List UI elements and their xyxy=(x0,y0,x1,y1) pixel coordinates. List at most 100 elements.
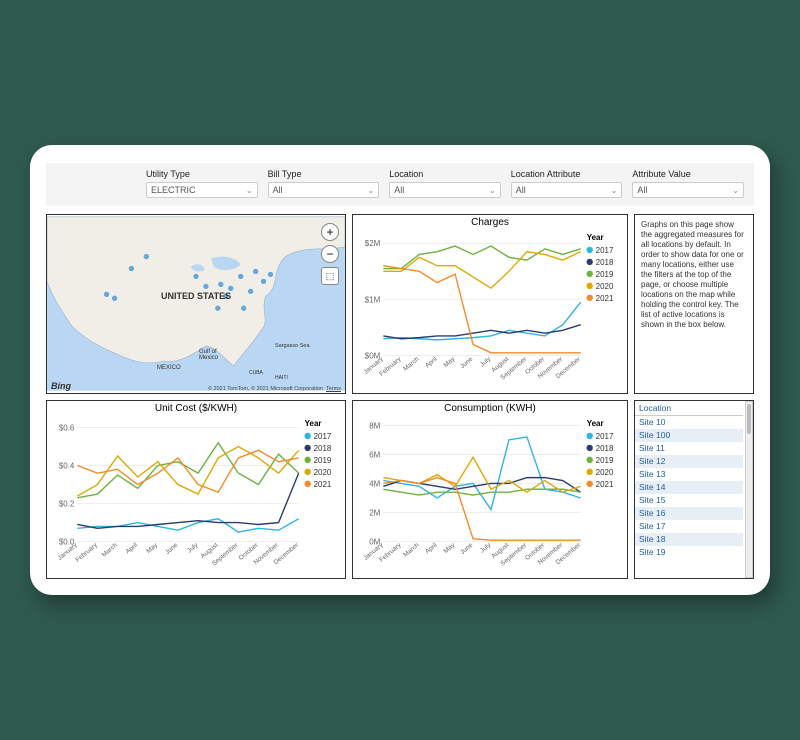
svg-text:$0.4: $0.4 xyxy=(59,461,75,470)
svg-text:2020: 2020 xyxy=(596,467,614,476)
location-list-item[interactable]: Site 17 xyxy=(635,520,743,533)
svg-text:Year: Year xyxy=(587,233,604,242)
dashboard-card: Utility Type ELECTRIC ⌄ Bill Type All ⌄ … xyxy=(30,145,770,595)
map-label-sargasso: Sargasso Sea xyxy=(275,343,310,349)
location-list-item[interactable]: Site 18 xyxy=(635,533,743,546)
svg-text:2019: 2019 xyxy=(596,270,614,279)
svg-text:2020: 2020 xyxy=(314,467,332,476)
svg-text:2018: 2018 xyxy=(314,443,332,452)
filter-value: All xyxy=(637,185,647,195)
svg-text:May: May xyxy=(443,541,457,555)
chart-title: Unit Cost ($/KWH) xyxy=(47,401,345,414)
filter-location: Location All ⌄ xyxy=(389,169,501,198)
location-list-item[interactable]: Site 13 xyxy=(635,468,743,481)
location-list-item[interactable]: Site 100 xyxy=(635,429,743,442)
chevron-down-icon: ⌄ xyxy=(367,186,374,195)
filter-select-location-attribute[interactable]: All ⌄ xyxy=(511,182,623,198)
svg-text:2018: 2018 xyxy=(596,443,614,452)
filter-select-location[interactable]: All ⌄ xyxy=(389,182,501,198)
svg-text:2017: 2017 xyxy=(596,246,614,255)
svg-text:2021: 2021 xyxy=(596,294,614,303)
svg-text:2020: 2020 xyxy=(596,282,614,291)
svg-text:2021: 2021 xyxy=(314,479,332,488)
chevron-down-icon: ⌄ xyxy=(611,186,618,195)
chart-title: Consumption (KWH) xyxy=(353,401,627,414)
svg-text:2018: 2018 xyxy=(596,258,614,267)
filter-value: All xyxy=(516,185,526,195)
bing-logo: Bing xyxy=(51,381,71,391)
svg-text:2021: 2021 xyxy=(596,479,614,488)
dashboard-grid: + − ⬚ UNITED STATES MEXICO CUBA HAITI Gu… xyxy=(46,214,754,579)
svg-text:2019: 2019 xyxy=(596,455,614,464)
filter-label: Location Attribute xyxy=(511,169,623,179)
svg-text:June: June xyxy=(459,356,475,371)
consumption-tile: Consumption (KWH) 0M2M4M6M8MJanuaryFebru… xyxy=(352,400,628,580)
filter-value: ELECTRIC xyxy=(151,185,196,195)
svg-text:Year: Year xyxy=(305,418,322,427)
svg-text:March: March xyxy=(101,541,120,558)
filter-select-bill-type[interactable]: All ⌄ xyxy=(268,182,380,198)
chevron-down-icon: ⌄ xyxy=(732,186,739,195)
unit-cost-chart: $0.0$0.2$0.4$0.6JanuaryFebruaryMarchApri… xyxy=(47,414,345,578)
location-list-header: Location xyxy=(635,401,743,416)
location-list-item[interactable]: Site 10 xyxy=(635,416,743,429)
svg-text:April: April xyxy=(424,541,438,555)
map-label-haiti: HAITI xyxy=(275,375,288,381)
location-list-item[interactable]: Site 14 xyxy=(635,481,743,494)
map-label-mexico: MEXICO xyxy=(157,365,181,371)
location-list-tile: LocationSite 10Site 100Site 11Site 12Sit… xyxy=(634,400,754,580)
filter-label: Utility Type xyxy=(146,169,258,179)
svg-text:May: May xyxy=(145,541,159,555)
map-reset-button[interactable]: ⬚ xyxy=(321,267,339,285)
svg-text:$1M: $1M xyxy=(365,295,381,304)
scrollbar-thumb[interactable] xyxy=(747,404,751,434)
svg-text:February: February xyxy=(74,541,99,563)
filter-value: All xyxy=(394,185,404,195)
svg-text:July: July xyxy=(186,541,200,554)
location-list-item[interactable]: Site 11 xyxy=(635,442,743,455)
svg-text:May: May xyxy=(443,355,457,369)
filter-label: Bill Type xyxy=(268,169,380,179)
svg-text:6M: 6M xyxy=(369,450,380,459)
chevron-down-icon: ⌄ xyxy=(246,186,253,195)
location-list-item[interactable]: Site 16 xyxy=(635,507,743,520)
location-list-item[interactable]: Site 12 xyxy=(635,455,743,468)
svg-text:$0.2: $0.2 xyxy=(59,499,75,508)
map-tile[interactable]: + − ⬚ UNITED STATES MEXICO CUBA HAITI Gu… xyxy=(46,214,346,394)
unit-cost-tile: Unit Cost ($/KWH) $0.0$0.2$0.4$0.6Januar… xyxy=(46,400,346,580)
map-label-us: UNITED STATES xyxy=(161,291,231,301)
zoom-in-button[interactable]: + xyxy=(321,223,339,241)
svg-text:2017: 2017 xyxy=(314,431,332,440)
svg-text:June: June xyxy=(459,541,475,556)
filter-utility-type: Utility Type ELECTRIC ⌄ xyxy=(146,169,258,198)
svg-text:Year: Year xyxy=(587,418,604,427)
svg-text:4M: 4M xyxy=(369,479,380,488)
svg-text:2017: 2017 xyxy=(596,431,614,440)
info-tile: Graphs on this page show the aggregated … xyxy=(634,214,754,394)
consumption-chart: 0M2M4M6M8MJanuaryFebruaryMarchAprilMayJu… xyxy=(353,414,627,578)
svg-text:July: July xyxy=(479,541,493,554)
filter-select-attribute-value[interactable]: All ⌄ xyxy=(632,182,744,198)
filter-value: All xyxy=(273,185,283,195)
svg-text:April: April xyxy=(125,541,139,555)
scrollbar[interactable] xyxy=(745,401,753,579)
location-list-item[interactable]: Site 15 xyxy=(635,494,743,507)
filter-bar: Utility Type ELECTRIC ⌄ Bill Type All ⌄ … xyxy=(46,163,754,206)
location-list-item[interactable]: Site 19 xyxy=(635,546,743,559)
svg-text:July: July xyxy=(479,355,493,368)
map-canvas xyxy=(47,215,345,393)
svg-text:2019: 2019 xyxy=(314,455,332,464)
filter-select-utility-type[interactable]: ELECTRIC ⌄ xyxy=(146,182,258,198)
svg-text:March: March xyxy=(402,356,421,373)
filter-bill-type: Bill Type All ⌄ xyxy=(268,169,380,198)
map-label-cuba: CUBA xyxy=(249,370,263,376)
svg-text:March: March xyxy=(402,541,421,558)
filter-attribute-value: Attribute Value All ⌄ xyxy=(632,169,744,198)
zoom-out-button[interactable]: − xyxy=(321,245,339,263)
filter-location-attribute: Location Attribute All ⌄ xyxy=(511,169,623,198)
charges-tile: Charges $0M$1M$2MJanuaryFebruaryMarchApr… xyxy=(352,214,628,394)
svg-text:April: April xyxy=(424,356,438,370)
svg-text:2M: 2M xyxy=(369,508,380,517)
svg-text:June: June xyxy=(164,541,180,556)
filter-label: Attribute Value xyxy=(632,169,744,179)
